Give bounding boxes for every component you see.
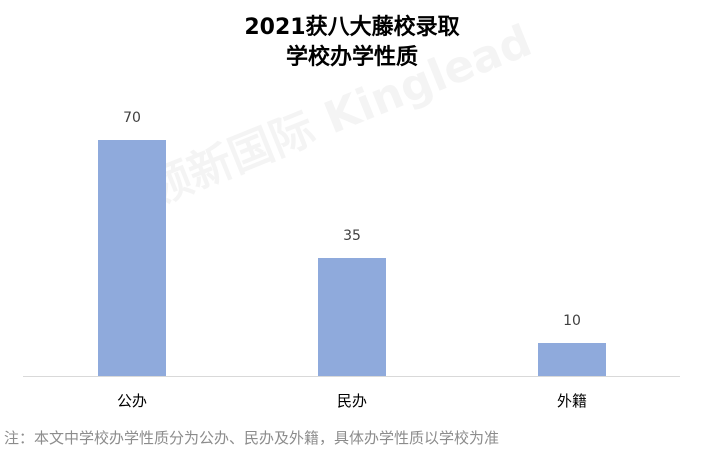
x-axis-line [23, 376, 680, 377]
data-label: 70 [123, 110, 141, 126]
data-label: 35 [343, 228, 361, 244]
bar-private [318, 258, 386, 376]
bar-public [98, 140, 166, 376]
x-tick-label: 外籍 [556, 392, 587, 410]
footnote: 注：本文中学校办学性质分为公办、民办及外籍，具体办学性质以学校为准 [4, 429, 500, 447]
x-tick-label: 民办 [336, 392, 367, 410]
x-tick-label: 公办 [116, 392, 147, 410]
chart-title-line2: 学校办学性质 [285, 45, 418, 70]
data-label: 10 [563, 313, 581, 329]
chart-title-line1: 2021获八大藤校录取 [244, 15, 460, 40]
bar-foreign [538, 343, 606, 376]
